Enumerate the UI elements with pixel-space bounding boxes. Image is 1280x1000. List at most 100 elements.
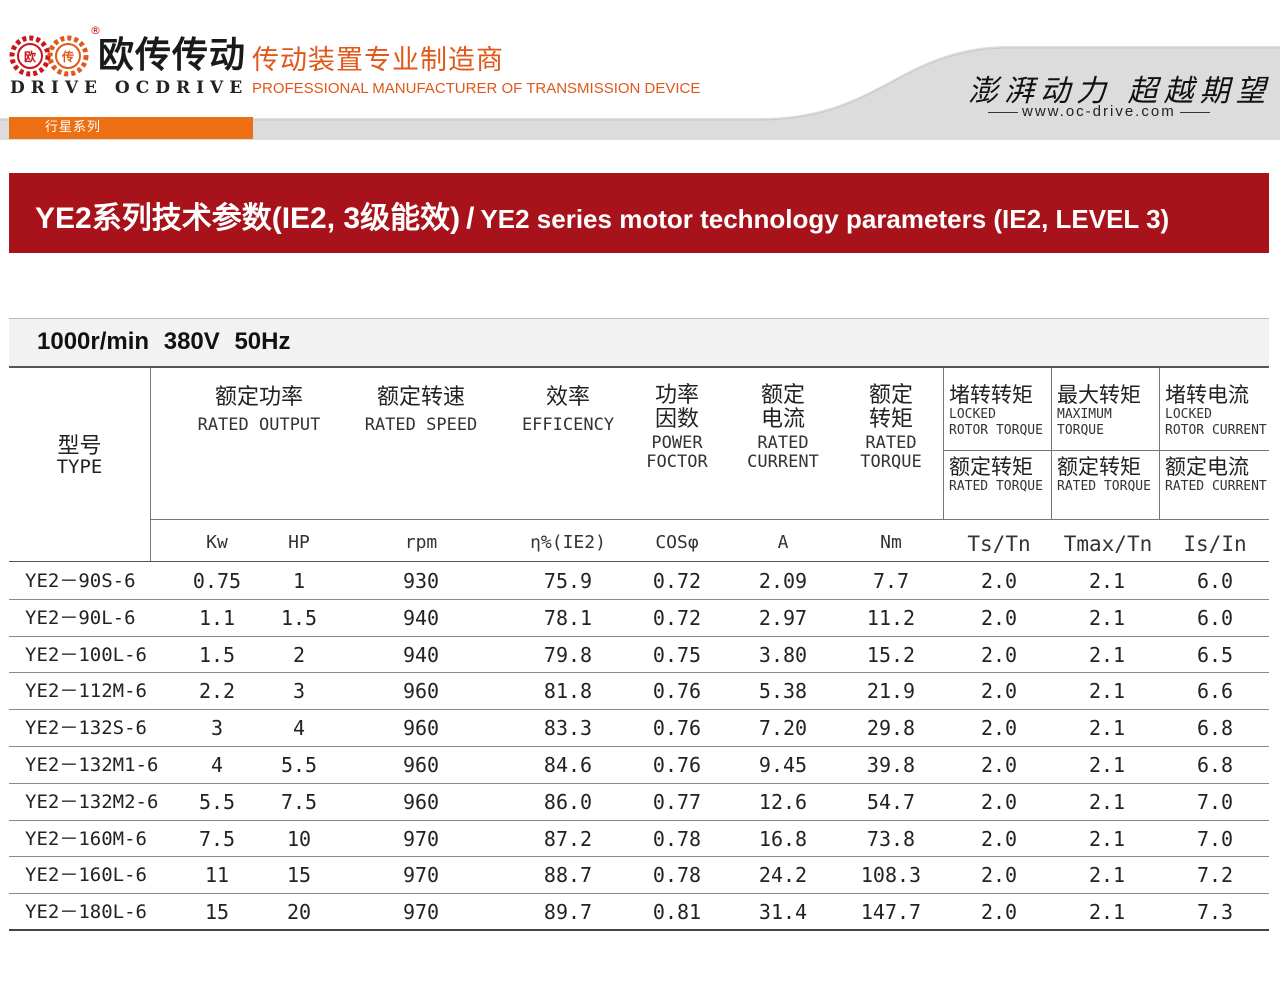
cell-ts-tn: 2.0 bbox=[980, 605, 1018, 630]
header-rated-current-en1: RATED bbox=[757, 433, 809, 454]
cell-rated-current: 9.45 bbox=[758, 753, 808, 777]
cell-is-in: 6.8 bbox=[1196, 753, 1234, 777]
cell-rated-current: 12.6 bbox=[758, 789, 808, 814]
header-locked-torque-sub-en: RATED TORQUE bbox=[949, 479, 1043, 495]
cell-efficiency: 87.2 bbox=[543, 826, 593, 851]
cell-ts-tn: 2.0 bbox=[980, 642, 1018, 667]
registered-mark-icon: ® bbox=[90, 24, 101, 37]
cell-tmax-tn: 2.1 bbox=[1088, 789, 1126, 814]
cell-kw: 7.5 bbox=[198, 826, 236, 851]
ratio-divider-2 bbox=[1051, 368, 1052, 519]
header-rated-output: 额定功率 RATED OUTPUT bbox=[179, 385, 339, 436]
header-max-torque-sub-cn: 额定转矩 bbox=[1057, 455, 1141, 479]
cell-ts-tn: 2.0 bbox=[980, 863, 1018, 888]
cell-kw: 5.5 bbox=[198, 789, 236, 814]
unit-newton-meter: Nm bbox=[880, 532, 902, 553]
cell-ts-tn: 2.0 bbox=[980, 753, 1018, 777]
header-power-factor-cn2: 因数 bbox=[654, 407, 699, 433]
header-locked-current-sub-cn: 额定电流 bbox=[1165, 455, 1249, 479]
table-row: YE2－112M-6 2.2 3 960 81.8 0.76 5.38 21.9 2.0 2.1 6… bbox=[9, 673, 1269, 711]
header-power-factor-en1: POWER bbox=[651, 433, 703, 454]
logo-english-name: DRIVE OCDRIVE bbox=[10, 78, 249, 98]
cell-rpm: 970 bbox=[402, 863, 440, 888]
cell-ts-tn: 2.0 bbox=[980, 569, 1018, 593]
unit-efficiency: η%(IE2) bbox=[530, 532, 606, 553]
header-locked-torque-sub-cn: 额定转矩 bbox=[949, 455, 1033, 479]
header-rated-output-cn: 额定功率 bbox=[214, 385, 303, 410]
header-rated-output-en: RATED OUTPUT bbox=[197, 415, 321, 436]
cell-rated-current: 5.38 bbox=[758, 679, 808, 704]
logo-gear-icon: 欧 传 bbox=[9, 35, 89, 77]
cell-efficiency: 78.1 bbox=[543, 605, 593, 630]
tagline-english: PROFESSIONAL MANUFACTURER OF TRANSMISSIO… bbox=[252, 80, 701, 97]
header-rated-current-cn2: 电流 bbox=[760, 407, 805, 433]
table-row: YE2－180L-6 15 20 970 89.7 0.81 31.4 147.7 2.0 2.1… bbox=[9, 894, 1269, 931]
unit-cos-phi: COSφ bbox=[655, 532, 699, 553]
ratio-divider-1 bbox=[943, 368, 944, 519]
cell-hp: 4 bbox=[292, 716, 306, 741]
cell-tmax-tn: 2.1 bbox=[1088, 900, 1126, 925]
header-rated-torque: 额定 转矩 RATED TORQUE bbox=[841, 383, 941, 473]
header-divider bbox=[151, 519, 1269, 520]
cell-rpm: 960 bbox=[402, 753, 440, 777]
cell-is-in: 6.6 bbox=[1196, 679, 1234, 704]
cell-rpm: 940 bbox=[402, 642, 440, 667]
cell-power-factor: 0.72 bbox=[652, 605, 702, 630]
cell-is-in: 6.5 bbox=[1196, 642, 1234, 667]
cell-is-in: 7.2 bbox=[1196, 863, 1234, 888]
header-efficiency-en: EFFICENCY bbox=[521, 415, 615, 436]
cell-rated-current: 3.80 bbox=[758, 642, 808, 667]
header-locked-current: 堵转电流 LOCKED ROTOR CURRENT bbox=[1165, 383, 1269, 440]
cell-is-in: 6.8 bbox=[1196, 716, 1234, 741]
cell-rated-current: 2.97 bbox=[758, 605, 808, 630]
cell-rated-torque: 15.2 bbox=[866, 642, 916, 667]
header-rated-torque-cn2: 转矩 bbox=[868, 407, 913, 433]
cell-power-factor: 0.76 bbox=[652, 679, 702, 704]
cell-rated-current: 31.4 bbox=[758, 900, 808, 925]
header-power-factor: 功率 因数 POWER FOCTOR bbox=[627, 383, 727, 472]
header-locked-torque-denominator: 额定转矩 RATED TORQUE bbox=[949, 455, 1049, 495]
unit-ampere: A bbox=[777, 532, 789, 553]
cell-power-factor: 0.75 bbox=[652, 642, 702, 667]
spec-text: 1000r/min 380V 50Hz bbox=[37, 328, 291, 355]
header-power-factor-cn1: 功率 bbox=[654, 383, 699, 408]
header-rated-torque-en2: TORQUE bbox=[860, 452, 922, 473]
header-rated-speed: 额定转速 RATED SPEED bbox=[341, 385, 501, 436]
cell-tmax-tn: 2.1 bbox=[1088, 826, 1126, 851]
cell-is-in: 7.0 bbox=[1196, 789, 1234, 814]
series-label: 行星系列 bbox=[9, 117, 253, 139]
company-logo: 欧 传 ® 欧传传动 DRIVE OCDRIVE bbox=[8, 24, 249, 98]
table-row: YE2－160L-6 11 15 970 88.7 0.78 24.2 108.3 2.0 2.1… bbox=[9, 857, 1269, 895]
cell-ts-tn: 2.0 bbox=[980, 826, 1018, 851]
cell-model: YE2－132S-6 bbox=[25, 717, 147, 740]
unit-ts-tn: Ts/Tn bbox=[967, 532, 1031, 556]
header-rated-speed-en: RATED SPEED bbox=[364, 415, 478, 436]
cell-model: YE2－112M-6 bbox=[25, 680, 147, 703]
header-max-torque: 最大转矩 MAXIMUM TORQUE bbox=[1057, 383, 1157, 440]
cell-rated-torque: 147.7 bbox=[860, 900, 922, 925]
cell-efficiency: 89.7 bbox=[543, 900, 593, 925]
cell-rpm: 960 bbox=[402, 679, 440, 704]
header-locked-current-denominator: 额定电流 RATED CURRENT bbox=[1165, 455, 1269, 495]
cell-model: YE2－132M2-6 bbox=[25, 790, 159, 813]
cell-power-factor: 0.76 bbox=[652, 753, 702, 777]
cell-hp: 1.5 bbox=[280, 605, 318, 630]
cell-hp: 7.5 bbox=[280, 789, 318, 814]
logo-chinese-name: 欧传传动 bbox=[98, 35, 247, 76]
banner-title: YE2系列技术参数(IE2, 3级能效) / YE2 series motor te… bbox=[35, 193, 1169, 237]
cell-tmax-tn: 2.1 bbox=[1088, 753, 1126, 777]
cell-model: YE2－132M1-6 bbox=[25, 754, 159, 776]
header-rated-current-en2: CURRENT bbox=[747, 452, 819, 473]
cell-rpm: 960 bbox=[402, 789, 440, 814]
cell-efficiency: 75.9 bbox=[543, 569, 593, 593]
cell-tmax-tn: 2.1 bbox=[1088, 863, 1126, 888]
units-bottom-rule bbox=[9, 561, 1269, 562]
cell-model: YE2－100L-6 bbox=[25, 643, 147, 666]
table-row: YE2－90S-6 0.75 1 930 75.9 0.72 2.09 7.7 2.0 2.1 6.… bbox=[9, 563, 1269, 600]
header-efficiency: 效率 EFFICENCY bbox=[503, 385, 633, 436]
cell-hp: 2 bbox=[292, 642, 306, 667]
unit-tmax-tn: Tmax/Tn bbox=[1063, 532, 1153, 556]
cell-rated-torque: 11.2 bbox=[866, 605, 916, 630]
cell-is-in: 6.0 bbox=[1196, 569, 1234, 593]
header-max-torque-en2: TORQUE bbox=[1057, 423, 1104, 439]
